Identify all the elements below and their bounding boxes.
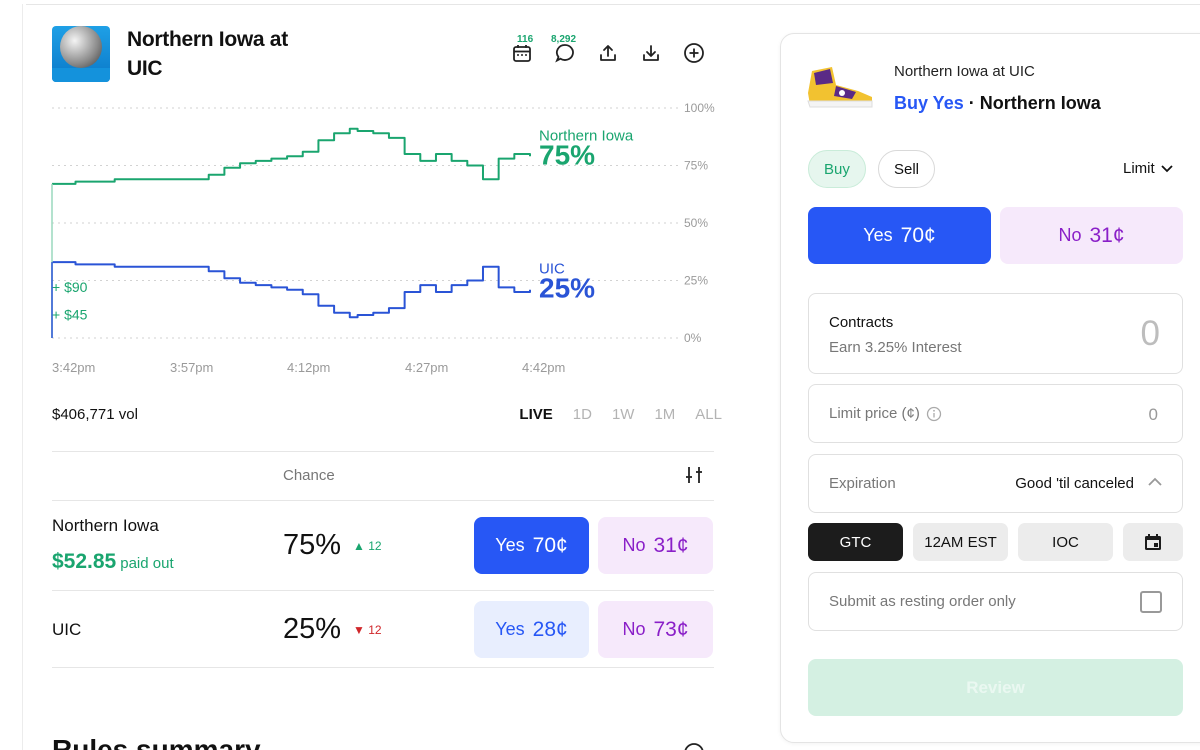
- tif-gtc-button[interactable]: GTC: [808, 523, 903, 561]
- trade-annotation: + $45: [52, 307, 88, 323]
- rules-info-icon[interactable]: [683, 742, 705, 750]
- resting-order-checkbox[interactable]: [1140, 591, 1162, 613]
- resting-order-label: Submit as resting order only: [829, 593, 1016, 610]
- range-selector: LIVE 1D 1W 1M ALL: [499, 406, 722, 423]
- chance-uic: 25%: [283, 613, 342, 645]
- comment-icon[interactable]: [552, 40, 578, 66]
- sneaker-icon: [807, 67, 873, 108]
- x-tick-label: 4:42pm: [522, 360, 566, 375]
- select-yes-button[interactable]: Yes 70¢: [808, 207, 991, 264]
- contracts-label: Contracts: [829, 314, 894, 331]
- calendar-icon[interactable]: [509, 40, 535, 66]
- series-line-1: [52, 261, 531, 319]
- range-1w[interactable]: 1W: [611, 406, 635, 423]
- chance-northern-iowa: 75%: [283, 529, 342, 561]
- x-tick-label: 3:57pm: [170, 360, 214, 375]
- share-icon[interactable]: [595, 40, 621, 66]
- rules-summary-heading: Rules summary: [52, 734, 261, 750]
- series-name-label: Northern Iowa: [539, 127, 634, 144]
- x-tick-label: 3:42pm: [52, 360, 96, 375]
- panel-side: Buy Yes · Northern Iowa: [894, 93, 1101, 113]
- limit-price-field[interactable]: Limit price (¢) 0: [808, 384, 1183, 443]
- order-type-dropdown[interactable]: Limit: [1123, 160, 1173, 177]
- chevron-up-icon: [1148, 477, 1162, 486]
- series-value-label: 25%: [539, 273, 595, 304]
- paid-out-amount: $52.85 paid out: [52, 550, 174, 573]
- y-tick-label: 0%: [684, 331, 702, 345]
- expiration-field[interactable]: Expiration Good 'til canceled: [808, 454, 1183, 513]
- sell-tab[interactable]: Sell: [878, 150, 936, 188]
- custom-date-button[interactable]: [1123, 523, 1183, 561]
- volume-label: $406,771 vol: [52, 406, 138, 423]
- y-tick-label: 25%: [684, 274, 708, 288]
- buy-no-northern-iowa-button[interactable]: No 31¢: [598, 517, 713, 574]
- download-icon[interactable]: [638, 40, 664, 66]
- outcome-name-northern-iowa: Northern Iowa: [52, 516, 159, 535]
- tif-12am-button[interactable]: 12AM EST: [913, 523, 1008, 561]
- outcome-name-uic: UIC: [52, 620, 82, 639]
- info-icon: [926, 406, 942, 421]
- buy-no-uic-button[interactable]: No 73¢: [598, 601, 713, 658]
- select-no-button[interactable]: No 31¢: [1000, 207, 1183, 264]
- add-circle-icon[interactable]: [681, 40, 707, 66]
- limit-price-input[interactable]: 0: [1148, 405, 1158, 424]
- limit-price-label: Limit price (¢): [829, 405, 942, 422]
- sort-filter-icon[interactable]: [683, 464, 705, 491]
- review-button[interactable]: Review: [808, 659, 1183, 716]
- trade-annotation: + $90: [52, 279, 88, 295]
- range-1m[interactable]: 1M: [654, 406, 676, 423]
- delta-up: ▲ 12: [353, 539, 382, 553]
- resting-order-field[interactable]: Submit as resting order only: [808, 572, 1183, 631]
- chance-header: Chance: [283, 467, 335, 484]
- chevron-down-icon: [1161, 164, 1173, 172]
- market-title: Northern Iowa at UIC: [127, 28, 288, 80]
- range-1d[interactable]: 1D: [572, 406, 592, 423]
- left-divider: [22, 4, 23, 750]
- basketball-logo-icon: [52, 26, 110, 82]
- range-all[interactable]: ALL: [695, 406, 722, 423]
- delta-down: ▼ 12: [353, 623, 382, 637]
- triangle-up-icon: ▲: [353, 539, 365, 553]
- x-tick-label: 4:27pm: [405, 360, 449, 375]
- x-tick-label: 4:12pm: [287, 360, 331, 375]
- buy-yes-northern-iowa-button[interactable]: Yes 70¢: [474, 517, 589, 574]
- table-divider: [52, 590, 714, 591]
- buy-tab[interactable]: Buy: [808, 150, 866, 188]
- calendar-icon: [1145, 534, 1161, 550]
- y-tick-label: 50%: [684, 216, 708, 230]
- panel-market-title: Northern Iowa at UIC: [894, 63, 1035, 80]
- buy-yes-uic-button[interactable]: Yes 28¢: [474, 601, 589, 658]
- expiration-value: Good 'til canceled: [1015, 475, 1134, 492]
- series-name-label: UIC: [539, 261, 565, 278]
- triangle-down-icon: ▼: [353, 623, 365, 637]
- calendar-count: 116: [517, 34, 534, 45]
- series-line-0: [52, 127, 531, 185]
- expiration-label: Expiration: [829, 475, 896, 492]
- contracts-input[interactable]: 0: [1140, 314, 1160, 353]
- y-tick-label: 75%: [684, 159, 708, 173]
- table-divider: [52, 451, 714, 452]
- table-divider: [52, 667, 714, 668]
- interest-note: Earn 3.25% Interest: [829, 339, 962, 356]
- comments-count: 8,292: [551, 34, 577, 45]
- y-tick-label: 100%: [684, 101, 715, 115]
- contracts-field[interactable]: Contracts Earn 3.25% Interest 0: [808, 293, 1183, 374]
- table-divider: [52, 500, 714, 501]
- range-live[interactable]: LIVE: [519, 406, 553, 423]
- tif-ioc-button[interactable]: IOC: [1018, 523, 1113, 561]
- top-divider: [26, 4, 1200, 5]
- series-value-label: 75%: [539, 139, 595, 170]
